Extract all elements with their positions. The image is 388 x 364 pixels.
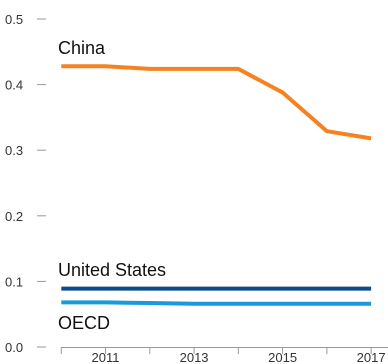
- x-tick-label: 2011: [92, 350, 120, 364]
- series-label-oecd: OECD: [58, 313, 110, 333]
- y-tick-label: 0.1: [5, 274, 23, 289]
- x-tick-label: 2015: [268, 350, 297, 364]
- y-tick-label: 0.2: [5, 209, 23, 224]
- y-tick-label: 0.4: [5, 78, 23, 93]
- series-line-china: [61, 64, 372, 141]
- x-axis: 2011 2013 2015 2017: [60, 347, 388, 364]
- series-label-china: China: [58, 38, 106, 58]
- y-tick-label: 0.3: [5, 143, 23, 158]
- y-axis: 0.0 0.1 0.2 0.3 0.4 0.5: [5, 12, 46, 355]
- x-tick-label: 2013: [180, 350, 209, 364]
- series-lines: [61, 64, 372, 306]
- y-tick-label: 0.0: [5, 340, 23, 355]
- series-labels: China United States OECD: [58, 38, 166, 333]
- series-label-united-states: United States: [58, 260, 166, 280]
- y-tick-label: 0.5: [5, 12, 23, 27]
- x-tick-label: 2017: [357, 350, 386, 364]
- series-line-oecd: [61, 300, 372, 306]
